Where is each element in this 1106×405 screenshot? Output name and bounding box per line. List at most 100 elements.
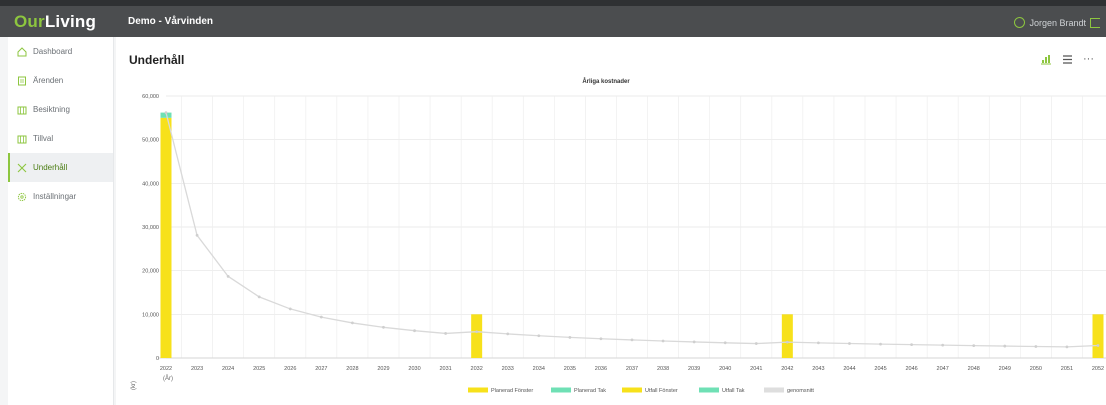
- legend-label: genomsnitt: [787, 388, 814, 394]
- app-logo[interactable]: OurLiving: [14, 11, 97, 31]
- user-name: Jorgen Brandt: [1029, 17, 1086, 28]
- x-tick-label: 2047: [937, 366, 949, 372]
- legend-label: Planerad Fönster: [491, 388, 533, 394]
- average-point: [195, 233, 199, 237]
- x-tick-label: 2022: [160, 366, 172, 372]
- x-tick-label: 2026: [284, 366, 296, 372]
- bar-planerad-fönster: [471, 314, 483, 358]
- home-icon: [17, 46, 27, 56]
- x-tick-label: 2051: [1061, 366, 1073, 372]
- inspection-icon: [17, 106, 27, 114]
- average-point: [226, 274, 230, 278]
- sidebar-item-underhall[interactable]: Underhåll: [8, 153, 113, 182]
- legend-label: Utfall Fönster: [645, 388, 678, 394]
- x-tick-label: 2028: [346, 366, 358, 372]
- y-axis-ticks: 0 10,000 20,000 30,000 40,000 50,000 60,000: [142, 94, 159, 362]
- legend-swatch: [551, 387, 571, 393]
- sidebar-item-label: Dashboard: [33, 47, 73, 56]
- user-menu[interactable]: Jorgen Brandt: [1014, 17, 1100, 28]
- page-title: Underhåll: [129, 53, 185, 67]
- y-tick-label: 30,000: [142, 225, 159, 231]
- view-toolbar: ···: [1040, 53, 1094, 65]
- average-point: [630, 338, 634, 342]
- x-tick-label: 2050: [1030, 366, 1042, 372]
- chart-view-icon[interactable]: [1040, 54, 1052, 65]
- average-point: [319, 315, 323, 319]
- sidebar-item-installningar[interactable]: Inställningar: [8, 182, 113, 211]
- chart-container: Årliga kostnader (kr) (År) 0 10,000 20,000…: [116, 73, 1106, 405]
- x-tick-label: 2042: [781, 366, 793, 372]
- y-tick-label: 60,000: [142, 94, 159, 100]
- x-tick-label: 2036: [595, 366, 607, 372]
- average-point: [1096, 344, 1100, 347]
- x-tick-label: 2048: [968, 366, 980, 372]
- x-tick-label: 2025: [253, 366, 265, 372]
- bar-planerad-fönster: [1092, 314, 1104, 358]
- x-tick-label: 2034: [533, 366, 545, 372]
- logout-icon[interactable]: [1090, 17, 1100, 28]
- bar-planerad-fönster: [160, 117, 172, 358]
- x-tick-label: 2045: [874, 366, 886, 372]
- list-view-icon[interactable]: [1062, 54, 1073, 65]
- x-tick-label: 2044: [843, 366, 855, 372]
- y-axis-label: (kr): [131, 381, 137, 390]
- chart-bars: [160, 112, 1104, 358]
- y-tick-label: 50,000: [142, 138, 159, 144]
- y-tick-label: 20,000: [142, 269, 159, 275]
- average-point: [785, 340, 789, 344]
- x-tick-label: 2032: [471, 366, 483, 372]
- sidebar-item-label: Ärenden: [33, 76, 64, 85]
- x-tick-label: 2046: [905, 366, 917, 372]
- sidebar-item-tillval[interactable]: Tillval: [8, 124, 113, 153]
- project-name: Demo - Vårvinden: [128, 16, 214, 27]
- sidebar-item-label: Underhåll: [33, 163, 68, 172]
- x-tick-label: 2038: [657, 366, 669, 372]
- average-point: [288, 307, 292, 311]
- average-point: [444, 332, 447, 335]
- average-point: [661, 339, 665, 343]
- y-tick-label: 0: [156, 356, 159, 362]
- legend-label: Planerad Tak: [574, 388, 606, 394]
- x-tick-label: 2024: [222, 366, 234, 372]
- sidebar-item-arenden[interactable]: Ärenden: [8, 66, 113, 95]
- legend-swatch: [622, 387, 642, 393]
- main-content: Underhåll ··· Årliga kostnader (kr) (År)…: [116, 37, 1106, 405]
- x-tick-label: 2049: [999, 366, 1011, 372]
- x-tick-label: 2029: [377, 366, 389, 372]
- average-point: [1034, 345, 1038, 348]
- bar-planerad-fönster: [781, 314, 793, 358]
- x-tick-label: 2031: [439, 366, 451, 372]
- x-tick-label: 2023: [191, 366, 203, 372]
- sidebar-item-label: Tillval: [33, 134, 54, 143]
- chart-grid: [158, 95, 1106, 359]
- average-point: [1003, 344, 1007, 348]
- annual-costs-chart: Årliga kostnader (kr) (År) 0 10,000 20,000…: [131, 78, 1106, 394]
- x-tick-label: 2043: [812, 366, 824, 372]
- x-axis-ticks: 2022 2023 2024 2025 2026 2027 2028 2029 2030 2031…: [160, 366, 1104, 372]
- average-point: [910, 343, 913, 347]
- sidebar-item-besiktning[interactable]: Besiktning: [8, 95, 113, 124]
- average-point: [164, 111, 168, 114]
- sidebar-item-label: Inställningar: [33, 192, 77, 201]
- average-point: [599, 337, 603, 341]
- legend-label: Utfall Tak: [722, 388, 745, 394]
- settings-icon: [17, 192, 27, 201]
- x-tick-label: 2039: [688, 366, 700, 372]
- x-tick-label: 2030: [408, 366, 420, 372]
- chart-legend: Planerad Fönster Planerad Tak Utfall Fönst…: [468, 387, 814, 394]
- average-point: [568, 335, 572, 339]
- x-tick-label: 2035: [564, 366, 576, 372]
- legend-swatch: [764, 387, 784, 393]
- tools-icon: [17, 163, 27, 172]
- x-tick-label: 2052: [1092, 366, 1104, 372]
- x-axis-label: (År): [163, 375, 173, 382]
- more-options-button[interactable]: ···: [1083, 53, 1094, 65]
- sidebar-item-label: Besiktning: [33, 105, 70, 114]
- average-point: [257, 295, 261, 299]
- sidebar-item-dashboard[interactable]: Dashboard: [8, 37, 113, 66]
- top-bar: OurLiving Demo - Vårvinden Jorgen Brandt: [0, 0, 1106, 37]
- sidebar: Dashboard Ärenden Besiktning Tillval Und…: [8, 37, 114, 405]
- x-tick-label: 2027: [315, 366, 327, 372]
- average-line: [164, 111, 1100, 349]
- legend-swatch: [468, 387, 488, 393]
